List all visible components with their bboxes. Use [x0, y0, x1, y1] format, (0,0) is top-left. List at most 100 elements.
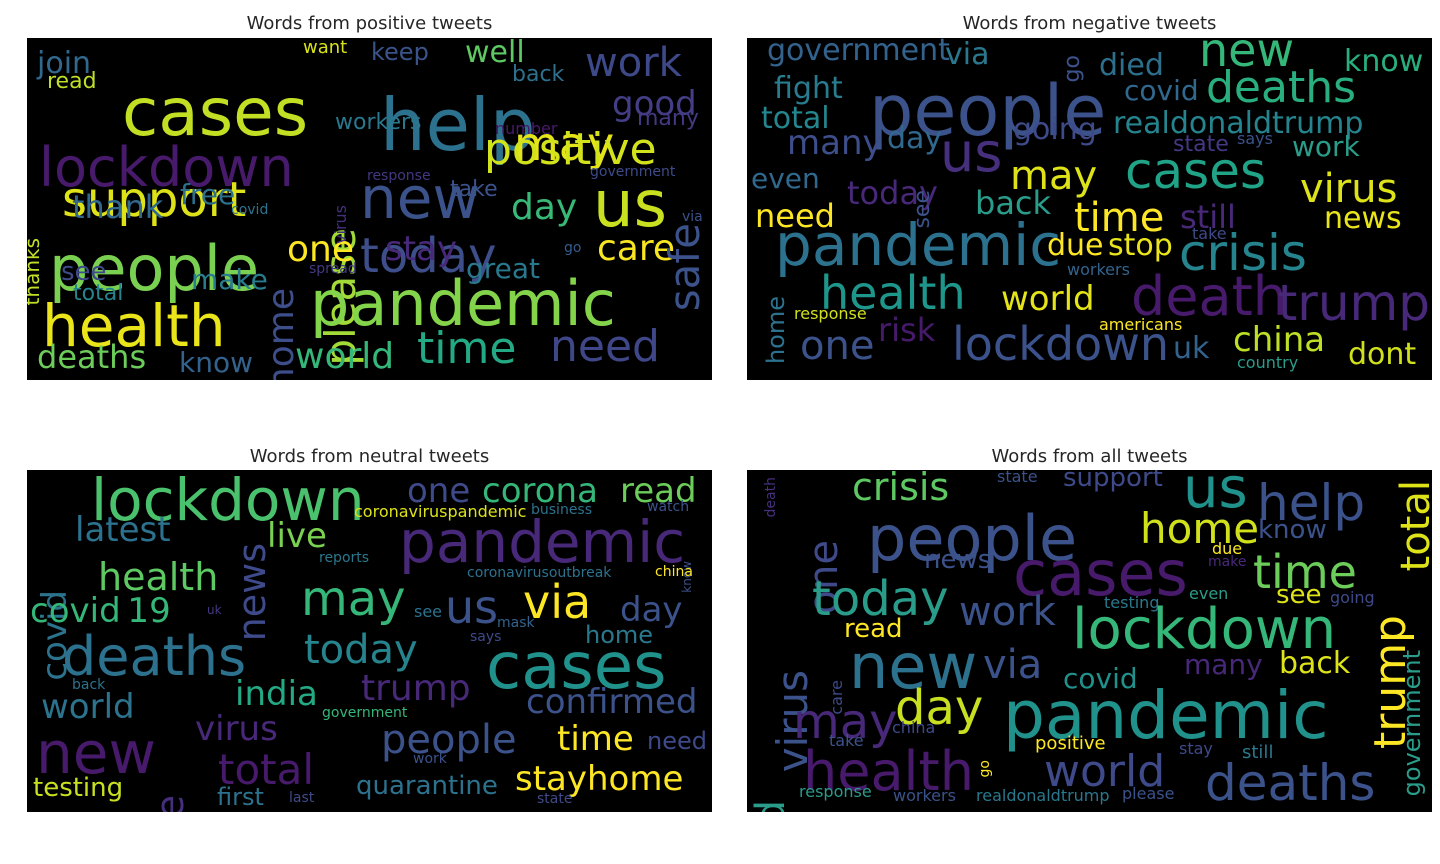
word-1-0: government — [767, 38, 950, 68]
word-3-17: today — [812, 571, 948, 627]
word-2-27: mask — [497, 615, 536, 631]
word-2-4: covid — [35, 590, 75, 681]
word-1-17: says — [1237, 129, 1273, 148]
word-2-49: state — [537, 791, 572, 807]
word-1-9: deaths — [1206, 62, 1356, 113]
word-2-11: know — [680, 561, 694, 593]
word-0-27: make — [191, 263, 268, 296]
word-2-29: cases — [486, 630, 666, 704]
word-1-41: response — [794, 304, 867, 323]
word-3-33: need — [748, 800, 794, 812]
word-2-20: see — [414, 602, 442, 621]
word-1-39: trump — [1278, 274, 1430, 332]
word-3-26: read — [844, 614, 903, 644]
word-0-33: join — [36, 46, 91, 81]
word-0-17: stay — [385, 229, 457, 269]
word-3-8: support — [1063, 470, 1163, 493]
wordcloud-neutral-svg: lockdown one corona read covid coronaviruspan… — [30, 470, 707, 812]
word-3-1: one — [801, 540, 847, 614]
word-1-15: us — [940, 121, 1002, 184]
word-0-42: take — [450, 177, 498, 202]
word-1-34: crisis — [1179, 224, 1307, 282]
word-1-18: work — [1292, 130, 1361, 163]
word-0-2: lockdown — [39, 136, 294, 199]
word-1-20: may — [1010, 153, 1097, 199]
word-2-18: covid 19 — [30, 591, 171, 631]
word-0-19: great — [466, 252, 540, 285]
word-2-19: uk — [207, 603, 222, 617]
word-0-10: people — [49, 232, 259, 305]
word-0-4: may — [514, 117, 614, 171]
word-3-4: us — [1183, 470, 1248, 521]
word-1-31: pandemic — [775, 211, 1061, 279]
word-3-18: make — [1208, 554, 1246, 570]
word-0-35: want — [303, 38, 347, 58]
word-2-38: new — [36, 719, 156, 787]
word-0-20: safe — [660, 223, 709, 311]
word-1-16: state — [1173, 132, 1229, 157]
word-2-36: government — [322, 705, 408, 721]
word-1-37: world — [1001, 279, 1095, 319]
word-0-3: support — [62, 172, 246, 228]
word-0-49: go — [564, 240, 581, 256]
word-3-22: see — [1276, 580, 1322, 610]
word-3-47: workers — [893, 786, 956, 805]
word-3-48: realdonaldtrump — [976, 786, 1110, 805]
word-0-34: read — [47, 69, 97, 94]
word-2-42: work — [413, 751, 448, 767]
word-2-6: business — [531, 502, 592, 518]
word-3-28: via — [983, 642, 1042, 688]
word-2-47: last — [289, 790, 315, 806]
word-3-6: total — [1393, 480, 1432, 571]
word-3-10: virus — [768, 670, 817, 772]
word-2-45: testing — [33, 773, 123, 803]
word-1-46: uk — [1173, 331, 1210, 366]
word-0-48: spread — [309, 261, 357, 277]
word-2-15: coronavirusoutbreak — [467, 565, 612, 581]
word-0-14: health — [42, 292, 226, 360]
word-2-28: home — [585, 621, 653, 649]
word-3-31: care — [827, 680, 846, 715]
word-3-32: covid — [1063, 662, 1138, 695]
word-2-37: virus — [195, 709, 278, 749]
word-0-23: need — [550, 321, 660, 372]
word-0-0: cases — [122, 74, 308, 151]
word-3-12: know — [1258, 515, 1327, 545]
word-3-45: deaths — [1205, 754, 1375, 812]
word-0-9: please — [316, 228, 365, 366]
word-1-26: need — [755, 197, 835, 235]
word-2-9: live — [267, 516, 327, 556]
word-2-13: news — [230, 543, 274, 641]
word-3-36: pandemic — [1003, 677, 1329, 754]
word-2-2: corona — [482, 471, 598, 511]
word-0-22: time — [417, 323, 516, 374]
word-2-25: today — [304, 627, 418, 673]
wordcloud-neutral: lockdown one corona read covid coronaviruspan… — [27, 470, 712, 812]
word-3-25: government — [1398, 650, 1426, 796]
word-0-32: thanks — [27, 238, 44, 305]
word-2-10: pandemic — [399, 508, 685, 576]
word-1-11: going — [1013, 112, 1097, 147]
word-3-40: positive — [1035, 733, 1106, 754]
word-3-27: new — [849, 630, 977, 703]
word-0-45: government — [590, 164, 676, 180]
word-2-41: need — [647, 727, 707, 755]
panel-title-positive: Words from positive tweets — [246, 13, 493, 34]
word-3-7: people — [867, 502, 1077, 575]
word-0-12: us — [593, 168, 667, 242]
word-2-26: says — [470, 629, 501, 645]
word-0-37: well — [465, 38, 525, 70]
word-1-7: fight — [774, 71, 843, 106]
word-3-20: testing — [1104, 593, 1159, 612]
word-3-14: due — [1212, 539, 1242, 558]
word-3-5: help — [1257, 474, 1365, 532]
word-0-38: back — [512, 62, 565, 87]
word-3-46: response — [799, 782, 872, 801]
word-2-5: coronaviruspandemic — [354, 502, 526, 521]
word-0-24: world — [295, 336, 394, 377]
word-2-33: trump — [361, 668, 471, 709]
word-1-6: people — [869, 70, 1106, 152]
word-1-22: virus — [1300, 166, 1397, 212]
word-1-1: via — [945, 38, 989, 72]
word-1-35: workers — [1067, 260, 1130, 279]
